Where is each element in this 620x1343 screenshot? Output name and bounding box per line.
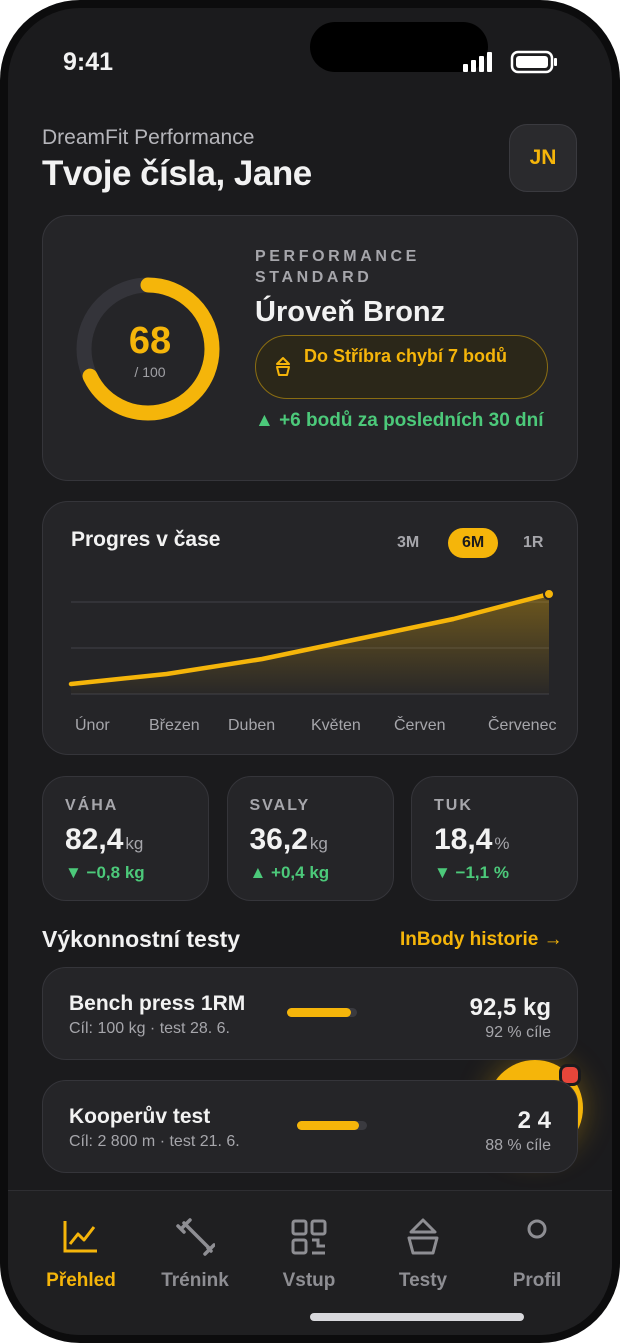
tab-label: Profil xyxy=(512,1270,562,1291)
last-point xyxy=(543,588,555,600)
line-chart xyxy=(68,588,555,695)
test-result: 2 4 xyxy=(517,1107,551,1134)
tab-item[interactable]: Profil xyxy=(482,1217,592,1297)
test-name: Bench press 1RM xyxy=(69,992,246,1015)
test-result: 92,5 kg xyxy=(469,994,551,1021)
test-card[interactable]: Kooperův test Cíl: 2 800 m · test 21. 6. 2… xyxy=(42,1080,578,1173)
page-title: Tvoje čísla, Jane xyxy=(42,154,312,193)
dynamic-island xyxy=(310,22,488,72)
tab-icon xyxy=(291,1219,327,1255)
standard-label: PERFORMANCE STANDARD xyxy=(255,248,420,286)
status-icons xyxy=(463,50,557,74)
tab-item[interactable]: Přehled xyxy=(26,1217,136,1297)
tab-icon xyxy=(176,1218,215,1256)
test-progress-label: 92 % cíle xyxy=(485,1024,551,1041)
pill-icon xyxy=(276,357,290,376)
tab-item[interactable]: Vstup xyxy=(254,1217,364,1297)
score-change: ▲ +6 bodů za posledních 30 dní xyxy=(255,410,544,431)
x-tick-label: Květen xyxy=(311,717,361,734)
score-value: 68 xyxy=(128,320,172,362)
tab-label: Vstup xyxy=(282,1270,336,1291)
metric-value: 18,4 xyxy=(434,823,493,856)
next-level-text: Do Stříbra chybí 7 bodů xyxy=(304,346,508,366)
score-max: / 100 xyxy=(134,364,166,380)
screen: 9:41 DreamFit Performance Tvoje čísla, J… xyxy=(8,8,612,1335)
metric-card: SVALY 36,2 kg ▲ +0,4 kg xyxy=(226,776,394,901)
inbody-link[interactable]: InBody historie → xyxy=(400,929,563,950)
test-card[interactable]: Bench press 1RM Cíl: 100 kg · test 28. 6.… xyxy=(42,967,578,1060)
metric-change: ▼ −0,8 kg xyxy=(65,863,145,882)
tab-item[interactable]: Testy xyxy=(368,1217,478,1297)
metric-unit: kg xyxy=(309,834,328,853)
tab-icon xyxy=(407,1218,439,1255)
metric-unit: kg xyxy=(125,834,144,853)
metric-label: VÁHA xyxy=(65,797,119,814)
metric-card: TUK 18,4% ▼ −1,1 % xyxy=(411,776,578,901)
metric-label: TUK xyxy=(434,797,473,814)
metric-value: 82,4 xyxy=(65,823,124,856)
metric-card: VÁHA 82,4 kg ▼ −0,8 kg xyxy=(42,776,209,901)
metric-value-row: 36,2 kg xyxy=(250,823,328,857)
metric-value-row: 82,4 kg xyxy=(65,823,143,857)
tab-icon xyxy=(527,1219,547,1239)
x-tick-label: Červenec xyxy=(488,717,557,734)
tab-icon xyxy=(63,1221,97,1253)
ring-progress xyxy=(76,277,220,421)
score-ring xyxy=(76,277,220,421)
range-option[interactable]: 1R xyxy=(523,534,544,551)
tab-label: Trénink xyxy=(161,1270,229,1291)
next-level-pill: Do Stříbra chybí 7 bodů xyxy=(255,335,548,399)
home-indicator xyxy=(310,1313,524,1321)
notification-dot xyxy=(559,1064,581,1086)
x-tick-label: Únor xyxy=(75,717,110,734)
line-series xyxy=(68,591,552,687)
progress-bar xyxy=(287,1008,352,1017)
metric-value-row: 18,4% xyxy=(434,823,510,857)
x-tick-label: Duben xyxy=(228,717,276,734)
x-tick-label: Březen xyxy=(149,717,200,734)
tab-item[interactable]: Trénink xyxy=(140,1217,250,1297)
metric-unit: % xyxy=(494,834,510,853)
progress-bar xyxy=(297,1121,359,1130)
metric-label: SVALY xyxy=(249,797,311,814)
metric-value: 36,2 xyxy=(249,823,308,856)
metric-change: ▲ +0,4 kg xyxy=(249,863,330,882)
test-progress-label: 88 % cíle xyxy=(485,1137,551,1154)
metric-change: ▼ −1,1 % xyxy=(434,863,509,882)
progress-card: Progres v čase 3M 6M 1R Únor Březen Duben Květ… xyxy=(42,501,578,755)
tab-label: Testy xyxy=(398,1270,448,1291)
range-option[interactable]: 6M xyxy=(448,528,499,558)
status-time: 9:41 xyxy=(63,48,114,76)
test-name: Kooperův test xyxy=(69,1105,211,1128)
avatar[interactable]: JN xyxy=(509,124,577,192)
chart-title: Progres v čase xyxy=(71,528,221,551)
tab-bar: Přehled Trénink Vstup Testy Profil xyxy=(8,1190,612,1335)
section-title: Výkonnostní testy xyxy=(42,926,241,952)
app-name: DreamFit Performance xyxy=(42,126,255,149)
line-area xyxy=(71,594,549,694)
test-detail: Cíl: 100 kg · test 28. 6. xyxy=(69,1020,230,1037)
x-tick-label: Červen xyxy=(394,717,446,734)
range-option[interactable]: 3M xyxy=(397,534,420,551)
tab-label: Přehled xyxy=(46,1270,116,1291)
test-detail: Cíl: 2 800 m · test 21. 6. xyxy=(69,1133,240,1150)
level: Úroveň Bronz xyxy=(255,296,446,328)
score-card: 68 / 100 PERFORMANCE STANDARD Úroveň Bro… xyxy=(42,215,578,481)
